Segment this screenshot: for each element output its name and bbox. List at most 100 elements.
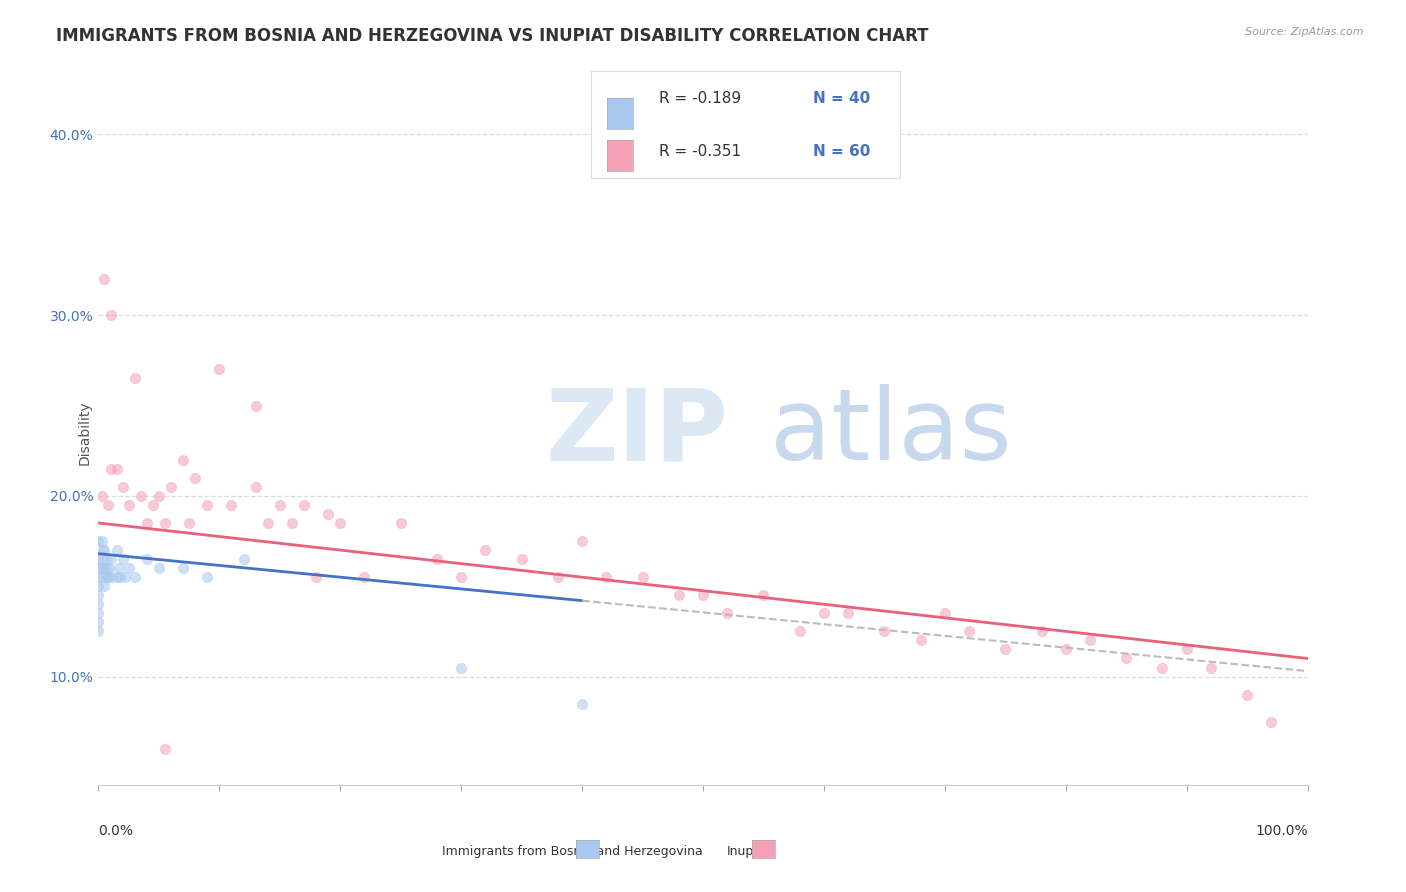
Point bbox=[450, 570, 472, 584]
Point bbox=[91, 570, 114, 584]
Point bbox=[305, 570, 328, 584]
Point bbox=[450, 660, 472, 674]
Point bbox=[93, 543, 115, 558]
Point bbox=[124, 371, 146, 385]
Point bbox=[97, 570, 120, 584]
Point bbox=[221, 498, 243, 512]
Point bbox=[87, 588, 110, 602]
Point bbox=[87, 552, 110, 566]
Point bbox=[426, 552, 449, 566]
Point bbox=[837, 607, 859, 621]
Point bbox=[789, 624, 811, 639]
Point bbox=[1199, 660, 1222, 674]
Point bbox=[172, 561, 194, 575]
Text: R = -0.351: R = -0.351 bbox=[658, 145, 741, 159]
Point bbox=[148, 561, 170, 575]
Point bbox=[94, 552, 117, 566]
Point bbox=[510, 552, 533, 566]
Point bbox=[105, 462, 128, 476]
Point bbox=[208, 362, 231, 376]
Point bbox=[692, 588, 714, 602]
Point bbox=[91, 489, 114, 503]
Point bbox=[195, 498, 218, 512]
Point bbox=[111, 480, 134, 494]
Text: 100.0%: 100.0% bbox=[1256, 823, 1308, 838]
Point bbox=[87, 579, 110, 593]
Point bbox=[316, 507, 339, 521]
Point bbox=[910, 633, 932, 648]
Point bbox=[93, 561, 115, 575]
Text: N = 40: N = 40 bbox=[813, 91, 870, 105]
Point bbox=[1236, 688, 1258, 702]
Point bbox=[389, 516, 412, 530]
Point bbox=[752, 588, 775, 602]
Point bbox=[1260, 714, 1282, 729]
Point bbox=[281, 516, 304, 530]
Point bbox=[108, 561, 131, 575]
Point bbox=[547, 570, 569, 584]
Text: Inupiat: Inupiat bbox=[727, 845, 770, 858]
Point bbox=[994, 642, 1017, 657]
Point bbox=[631, 570, 654, 584]
Point bbox=[91, 561, 114, 575]
Point bbox=[100, 570, 122, 584]
Point bbox=[87, 607, 110, 621]
Point bbox=[232, 552, 254, 566]
Point bbox=[1054, 642, 1077, 657]
Point bbox=[957, 624, 980, 639]
Point bbox=[108, 570, 131, 584]
Point bbox=[716, 607, 738, 621]
Point bbox=[124, 570, 146, 584]
Point bbox=[97, 498, 120, 512]
Y-axis label: Disability: Disability bbox=[77, 401, 91, 465]
Point bbox=[98, 561, 121, 575]
Point bbox=[160, 480, 183, 494]
Point bbox=[87, 597, 110, 611]
Point bbox=[668, 588, 690, 602]
Point bbox=[87, 570, 110, 584]
Point bbox=[474, 543, 496, 558]
Point bbox=[571, 697, 593, 711]
Point bbox=[96, 561, 118, 575]
Point bbox=[153, 516, 176, 530]
Point bbox=[87, 534, 110, 549]
Point bbox=[1031, 624, 1053, 639]
Point bbox=[245, 399, 267, 413]
Point bbox=[179, 516, 201, 530]
Point bbox=[1115, 651, 1137, 665]
Text: R = -0.189: R = -0.189 bbox=[658, 91, 741, 105]
Point bbox=[105, 543, 128, 558]
Point bbox=[148, 489, 170, 503]
Point bbox=[118, 561, 141, 575]
Point bbox=[172, 452, 194, 467]
Point bbox=[111, 552, 134, 566]
Point bbox=[118, 498, 141, 512]
Point bbox=[87, 561, 110, 575]
Point bbox=[269, 498, 291, 512]
Text: IMMIGRANTS FROM BOSNIA AND HERZEGOVINA VS INUPIAT DISABILITY CORRELATION CHART: IMMIGRANTS FROM BOSNIA AND HERZEGOVINA V… bbox=[56, 27, 929, 45]
Point bbox=[292, 498, 315, 512]
Point bbox=[114, 570, 136, 584]
Text: N = 60: N = 60 bbox=[813, 145, 870, 159]
Point bbox=[184, 471, 207, 485]
Point bbox=[91, 543, 114, 558]
Point bbox=[129, 489, 152, 503]
Point bbox=[571, 534, 593, 549]
Point bbox=[91, 534, 114, 549]
Point bbox=[87, 624, 110, 639]
Point bbox=[87, 615, 110, 630]
Point bbox=[245, 480, 267, 494]
Point bbox=[100, 308, 122, 322]
Text: 0.0%: 0.0% bbox=[98, 823, 134, 838]
Point bbox=[1175, 642, 1198, 657]
Point bbox=[142, 498, 165, 512]
Point bbox=[135, 552, 157, 566]
Point bbox=[934, 607, 956, 621]
Point bbox=[100, 462, 122, 476]
Point bbox=[256, 516, 278, 530]
Point bbox=[813, 607, 835, 621]
Point bbox=[153, 741, 176, 756]
Point bbox=[94, 570, 117, 584]
Point bbox=[100, 552, 122, 566]
Point bbox=[195, 570, 218, 584]
